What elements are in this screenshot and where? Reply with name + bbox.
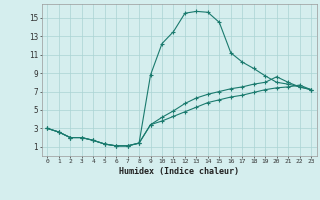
X-axis label: Humidex (Indice chaleur): Humidex (Indice chaleur) <box>119 167 239 176</box>
